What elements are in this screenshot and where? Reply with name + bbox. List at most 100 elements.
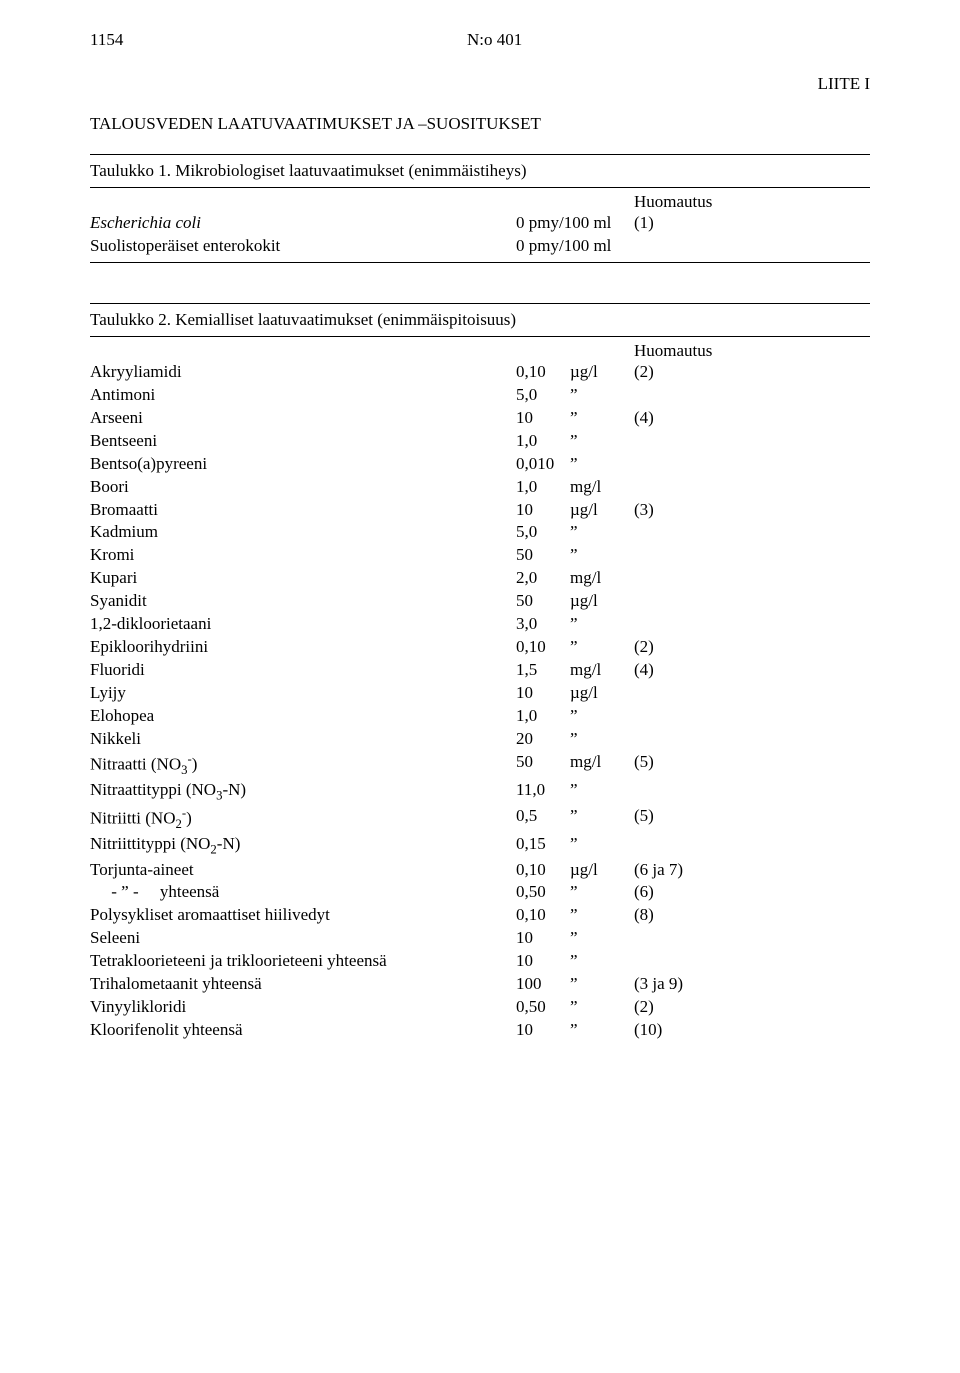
param-value: 1,0	[510, 430, 570, 453]
table-row: Escherichia coli0 pmy/100 ml(1)	[90, 212, 870, 235]
param-note	[630, 927, 870, 950]
param-unit: ”	[570, 407, 630, 430]
param-unit: ”	[570, 728, 630, 751]
table-row: Kromi50”	[90, 544, 870, 567]
note-header: Huomautus	[630, 192, 870, 212]
param-name: Vinyylikloridi	[90, 996, 510, 1019]
param-unit: ”	[570, 881, 630, 904]
param-name: Suolistoperäiset enterokokit	[90, 235, 510, 258]
param-unit: ”	[570, 636, 630, 659]
param-unit: µg/l	[570, 590, 630, 613]
param-note: (8)	[630, 904, 870, 927]
table-row: Kadmium5,0”	[90, 521, 870, 544]
param-name: Escherichia coli	[90, 212, 510, 235]
param-unit: ”	[570, 904, 630, 927]
param-note	[630, 682, 870, 705]
param-name: Bentseeni	[90, 430, 510, 453]
param-note: (6)	[630, 881, 870, 904]
param-note	[630, 476, 870, 499]
param-name: Kromi	[90, 544, 510, 567]
param-note	[630, 833, 870, 859]
param-value: 10	[510, 950, 570, 973]
table-row: Kloorifenolit yhteensä10”(10)	[90, 1019, 870, 1042]
param-name: Akryyliamidi	[90, 361, 510, 384]
param-unit: ”	[570, 996, 630, 1019]
param-name: Antimoni	[90, 384, 510, 407]
table-row: Seleeni10”	[90, 927, 870, 950]
table-row: Akryyliamidi0,10µg/l(2)	[90, 361, 870, 384]
param-unit: µg/l	[570, 499, 630, 522]
table-row: Kupari2,0mg/l	[90, 567, 870, 590]
param-name: Nitriitti (NO2-)	[90, 805, 510, 833]
empty	[90, 192, 510, 212]
table-row: Epikloorihydriini0,10”(2)	[90, 636, 870, 659]
param-name: Fluoridi	[90, 659, 510, 682]
param-value: 1,0	[510, 476, 570, 499]
param-note	[630, 430, 870, 453]
param-value: 50	[510, 544, 570, 567]
param-unit: ”	[570, 453, 630, 476]
table-row: - ” - yhteensä0,50”(6)	[90, 881, 870, 904]
table-row: Nikkeli20”	[90, 728, 870, 751]
page-number: 1154	[90, 30, 123, 50]
param-name: Lyijy	[90, 682, 510, 705]
table-row: Arseeni10”(4)	[90, 407, 870, 430]
param-value: 1,0	[510, 705, 570, 728]
param-unit: ”	[570, 521, 630, 544]
param-note	[630, 544, 870, 567]
table-row: Suolistoperäiset enterokokit0 pmy/100 ml	[90, 235, 870, 258]
table-row: Nitraattityppi (NO3-N)11,0”	[90, 779, 870, 805]
table-row: Elohopea1,0”	[90, 705, 870, 728]
param-name: Torjunta-aineet	[90, 859, 510, 882]
table1-caption: Taulukko 1. Mikrobiologiset laatuvaatimu…	[90, 161, 870, 181]
param-value: 0,10	[510, 361, 570, 384]
param-name: Bromaatti	[90, 499, 510, 522]
param-name: Nitraatti (NO3-)	[90, 751, 510, 779]
param-note: (4)	[630, 659, 870, 682]
param-note: (6 ja 7)	[630, 859, 870, 882]
spacer	[866, 30, 870, 50]
table-row: Polysykliset aromaattiset hiilivedyt0,10…	[90, 904, 870, 927]
empty	[570, 341, 630, 361]
param-unit: ”	[570, 950, 630, 973]
param-value: 50	[510, 590, 570, 613]
annex-label: LIITE I	[90, 74, 870, 94]
param-value: 5,0	[510, 521, 570, 544]
table-row: Torjunta-aineet0,10µg/l(6 ja 7)	[90, 859, 870, 882]
param-unit: ”	[570, 384, 630, 407]
table-row: 1,2-dikloorietaani3,0”	[90, 613, 870, 636]
param-name: - ” - yhteensä	[90, 881, 510, 904]
param-name: Nitriittityppi (NO2-N)	[90, 833, 510, 859]
param-name: Polysykliset aromaattiset hiilivedyt	[90, 904, 510, 927]
param-unit: ”	[570, 973, 630, 996]
table-row: Trihalometaanit yhteensä100”(3 ja 9)	[90, 973, 870, 996]
param-note: (5)	[630, 805, 870, 833]
note-header: Huomautus	[630, 341, 870, 361]
param-value: 0,5	[510, 805, 570, 833]
param-value: 11,0	[510, 779, 570, 805]
param-unit: ”	[570, 779, 630, 805]
table-row: Nitriitti (NO2-)0,5”(5)	[90, 805, 870, 833]
table-row: Tetrakloorieteeni ja trikloorieteeni yht…	[90, 950, 870, 973]
param-value: 10	[510, 407, 570, 430]
table-row: Nitraatti (NO3-)50mg/l(5)	[90, 751, 870, 779]
param-note	[630, 705, 870, 728]
param-value: 0,50	[510, 881, 570, 904]
param-note	[630, 235, 870, 258]
param-name: Kloorifenolit yhteensä	[90, 1019, 510, 1042]
param-note	[630, 779, 870, 805]
param-note: (2)	[630, 361, 870, 384]
param-value: 0,10	[510, 859, 570, 882]
param-note	[630, 613, 870, 636]
param-value: 100	[510, 973, 570, 996]
param-name: Epikloorihydriini	[90, 636, 510, 659]
param-name: Seleeni	[90, 927, 510, 950]
param-name: Nitraattityppi (NO3-N)	[90, 779, 510, 805]
table-row: Vinyylikloridi0,50”(2)	[90, 996, 870, 1019]
param-value: 10	[510, 1019, 570, 1042]
param-name: Arseeni	[90, 407, 510, 430]
table-row: Syanidit50µg/l	[90, 590, 870, 613]
param-unit: µg/l	[570, 361, 630, 384]
table1-body: Huomautus Escherichia coli0 pmy/100 ml(1…	[90, 188, 870, 262]
param-unit: mg/l	[570, 567, 630, 590]
